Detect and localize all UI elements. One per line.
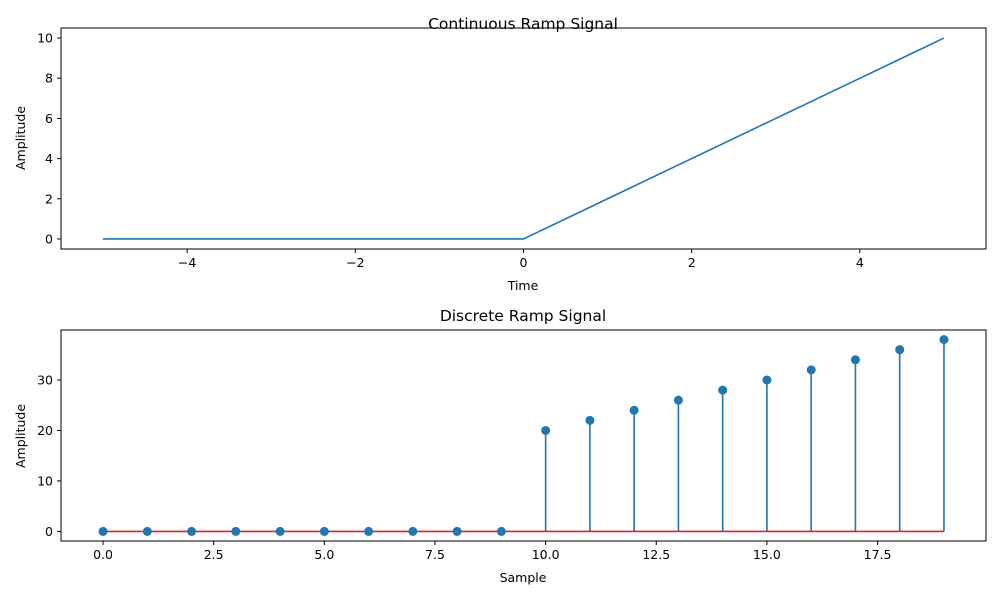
continuous-ramp-series-line xyxy=(103,37,945,240)
discrete-ramp-stem-marker xyxy=(187,526,197,536)
discrete-ramp-marks xyxy=(98,335,949,536)
continuous-ramp-ytick-label: 8 xyxy=(45,71,53,86)
discrete-ramp-stem-marker xyxy=(806,365,816,375)
continuous-ramp-ytick-label: 6 xyxy=(45,111,53,126)
discrete-ramp-stem-marker xyxy=(585,415,595,425)
discrete-ramp-stem-marker xyxy=(231,526,241,536)
discrete-ramp-stem-marker xyxy=(319,526,329,536)
continuous-ramp-ylabel: Amplitude xyxy=(13,106,28,170)
continuous-ramp-xtick-label: −2 xyxy=(346,255,364,270)
discrete-ramp-stem-marker xyxy=(673,395,683,405)
discrete-ramp-stem-marker xyxy=(408,526,418,536)
discrete-ramp-ytick-label: 0 xyxy=(45,524,53,539)
discrete-ramp-stem-marker xyxy=(895,345,905,355)
discrete-ramp-stem-marker xyxy=(98,526,108,536)
discrete-ramp-xtick-label: 7.5 xyxy=(425,547,445,562)
discrete-ramp-frame xyxy=(60,329,987,542)
discrete-ramp-xtick-label: 12.5 xyxy=(642,547,670,562)
discrete-ramp-xlabel: Sample xyxy=(500,570,547,585)
discrete-ramp-stem-marker xyxy=(364,526,374,536)
continuous-ramp-axes: Continuous Ramp Signal −4 −2 0 2 4 0 2 4 6 8 10 Ti… xyxy=(13,15,987,293)
discrete-ramp-xtick-label: 2.5 xyxy=(204,547,224,562)
discrete-ramp-xtick-label: 15.0 xyxy=(753,547,781,562)
discrete-ramp-stem-marker xyxy=(939,335,949,345)
discrete-ramp-stem-marker xyxy=(629,405,639,415)
discrete-ramp-stem-marker xyxy=(275,526,285,536)
discrete-ramp-xtick-label: 10.0 xyxy=(532,547,560,562)
discrete-ramp-xtick-label: 0.0 xyxy=(93,547,113,562)
discrete-ramp-stem-marker xyxy=(762,375,772,385)
discrete-ramp-ytick-label: 10 xyxy=(37,473,53,488)
continuous-ramp-xtick-label: 2 xyxy=(688,255,696,270)
discrete-ramp-stem-marker xyxy=(496,526,506,536)
continuous-ramp-xlabel: Time xyxy=(507,278,539,293)
discrete-ramp-xtick-label: 17.5 xyxy=(864,547,892,562)
continuous-ramp-ytick-label: 4 xyxy=(45,151,53,166)
discrete-ramp-stem-marker xyxy=(850,355,860,365)
continuous-ramp-ytick-label: 2 xyxy=(45,191,53,206)
continuous-ramp-title: Continuous Ramp Signal xyxy=(428,15,618,33)
continuous-ramp-frame xyxy=(60,27,987,250)
discrete-ramp-stem-marker xyxy=(142,526,152,536)
continuous-ramp-ticks: −4 −2 0 2 4 0 2 4 6 8 10 xyxy=(37,31,864,270)
continuous-ramp-marks xyxy=(103,37,945,240)
continuous-ramp-ytick-label: 0 xyxy=(45,231,53,246)
discrete-ramp-ytick-label: 20 xyxy=(37,423,53,438)
continuous-ramp-ytick-label: 10 xyxy=(37,31,53,46)
discrete-ramp-xtick-label: 5.0 xyxy=(314,547,334,562)
discrete-ramp-ylabel: Amplitude xyxy=(13,404,28,468)
continuous-ramp-xtick-label: −4 xyxy=(178,255,196,270)
discrete-ramp-axes: Discrete Ramp Signal 0.0 2.5 5.0 7.5 10.0 12.… xyxy=(13,307,987,585)
discrete-ramp-title: Discrete Ramp Signal xyxy=(440,307,606,325)
continuous-ramp-xtick-label: 0 xyxy=(520,255,528,270)
discrete-ramp-stem-marker xyxy=(541,425,551,435)
discrete-ramp-stem-marker xyxy=(718,385,728,395)
discrete-ramp-stem-marker xyxy=(452,526,462,536)
continuous-ramp-xtick-label: 4 xyxy=(856,255,864,270)
discrete-ramp-ytick-label: 30 xyxy=(37,372,53,387)
discrete-ramp-ticks: 0.0 2.5 5.0 7.5 10.0 12.5 15.0 17.5 0 10 20 30 xyxy=(37,372,891,562)
